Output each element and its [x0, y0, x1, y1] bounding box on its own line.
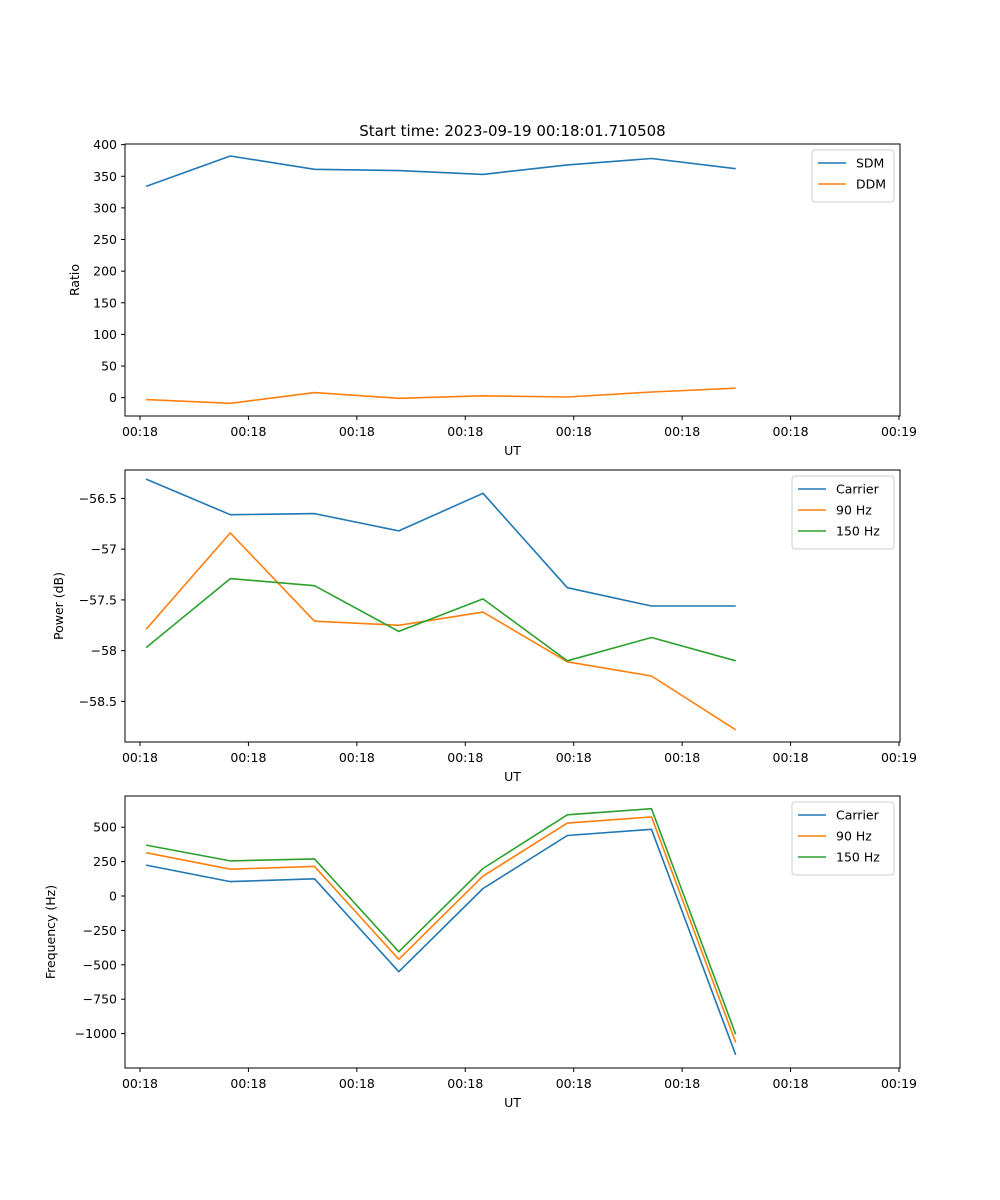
- x-tick-label: 00:18: [122, 1076, 158, 1091]
- y-tick-label: −57: [91, 542, 117, 557]
- axes-frame: [124, 795, 901, 1069]
- x-tick-label: 00:18: [447, 750, 483, 765]
- series-line-90-hz: [145, 816, 737, 1043]
- x-axis-label: UT: [504, 1095, 521, 1110]
- y-tick-label: 300: [93, 200, 117, 215]
- y-tick-label: 250: [93, 854, 117, 869]
- series-line-sdm: [145, 155, 736, 188]
- x-tick-label: 00:18: [773, 424, 809, 439]
- x-tick-label: 00:18: [556, 1076, 592, 1091]
- x-tick-label: 00:18: [773, 750, 809, 765]
- panel-1: 00:18 00:18 00:18 00:18 00:18 00:18 00:18 00:19…: [67, 137, 917, 458]
- y-axis-label: Ratio: [67, 264, 82, 296]
- panel-3: 00:18 00:18 00:18 00:18 00:18 00:18 00:18 00:19…: [43, 795, 917, 1110]
- x-tick-label: 00:18: [447, 424, 483, 439]
- y-axis-label: Frequency (Hz): [43, 885, 58, 979]
- y-tick-label: −58.5: [79, 694, 117, 709]
- x-tick-label: 00:18: [447, 1076, 483, 1091]
- y-tick-label: −500: [83, 957, 117, 972]
- y-tick-label: 0: [109, 390, 117, 405]
- y-tick-label: 150: [93, 295, 117, 310]
- y-tick-label: 100: [93, 327, 117, 342]
- axes-frame: [124, 143, 901, 417]
- x-axis-label: UT: [504, 769, 521, 784]
- x-tick-label: 00:18: [122, 424, 158, 439]
- y-tick-label: −57.5: [79, 592, 117, 607]
- x-tick-label: 00:18: [664, 424, 700, 439]
- x-tick-label: 00:18: [230, 1076, 266, 1091]
- panels: 00:18 00:18 00:18 00:18 00:18 00:18 00:18 00:19…: [43, 137, 917, 1110]
- x-tick-label: 00:18: [230, 750, 266, 765]
- x-tick-label: 00:18: [664, 750, 700, 765]
- series-line-carrier: [145, 828, 737, 1056]
- x-axis-label: UT: [504, 443, 521, 458]
- y-tick-label: 50: [101, 359, 117, 374]
- x-tick-label: 00:18: [664, 1076, 700, 1091]
- y-tick-label: 250: [93, 232, 117, 247]
- legend-label: 90 Hz: [836, 503, 872, 518]
- legend: Carrier 90 Hz 150 Hz: [791, 475, 895, 550]
- series-line-150-hz: [145, 807, 737, 1035]
- x-tick-label: 00:18: [339, 424, 375, 439]
- legend-label: DDM: [856, 177, 886, 192]
- legend-label: 150 Hz: [836, 850, 880, 865]
- legend-label: SDM: [856, 156, 884, 171]
- x-tick-label: 00:18: [230, 424, 266, 439]
- y-tick-label: 350: [93, 169, 117, 184]
- x-tick-label: 00:18: [556, 750, 592, 765]
- legend-label: Carrier: [836, 808, 880, 823]
- x-tick-label: 00:18: [339, 1076, 375, 1091]
- series-line-ddm: [146, 387, 736, 405]
- axes-frame: [124, 469, 901, 743]
- y-axis-label: Power (dB): [51, 572, 66, 640]
- panel-2: 00:18 00:18 00:18 00:18 00:18 00:18 00:18 00:19…: [51, 469, 917, 784]
- x-tick-label: 00:18: [773, 1076, 809, 1091]
- series-line-90-hz: [145, 532, 737, 731]
- legend-label: Carrier: [836, 482, 880, 497]
- y-tick-label: 200: [93, 264, 117, 279]
- y-tick-label: 500: [93, 820, 117, 835]
- y-tick-label: 0: [109, 889, 117, 904]
- y-tick-label: −1000: [75, 1026, 117, 1041]
- series-line-150-hz: [145, 577, 736, 662]
- series-line-carrier: [145, 478, 736, 607]
- x-tick-label: 00:19: [881, 424, 917, 439]
- x-tick-label: 00:18: [339, 750, 375, 765]
- y-tick-label: −58: [91, 643, 117, 658]
- legend: Carrier 90 Hz 150 Hz: [791, 801, 895, 876]
- x-tick-label: 00:19: [881, 750, 917, 765]
- x-tick-label: 00:19: [881, 1076, 917, 1091]
- chart-title: Start time: 2023-09-19 00:18:01.710508: [359, 122, 665, 140]
- y-tick-label: 400: [93, 137, 117, 152]
- legend: SDM DDM: [811, 149, 895, 203]
- x-tick-label: 00:18: [556, 424, 592, 439]
- y-tick-label: −750: [83, 992, 117, 1007]
- y-tick-label: −56.5: [79, 491, 117, 506]
- y-tick-label: −250: [83, 923, 117, 938]
- legend-label: 150 Hz: [836, 524, 880, 539]
- legend-label: 90 Hz: [836, 829, 872, 844]
- x-tick-label: 00:18: [122, 750, 158, 765]
